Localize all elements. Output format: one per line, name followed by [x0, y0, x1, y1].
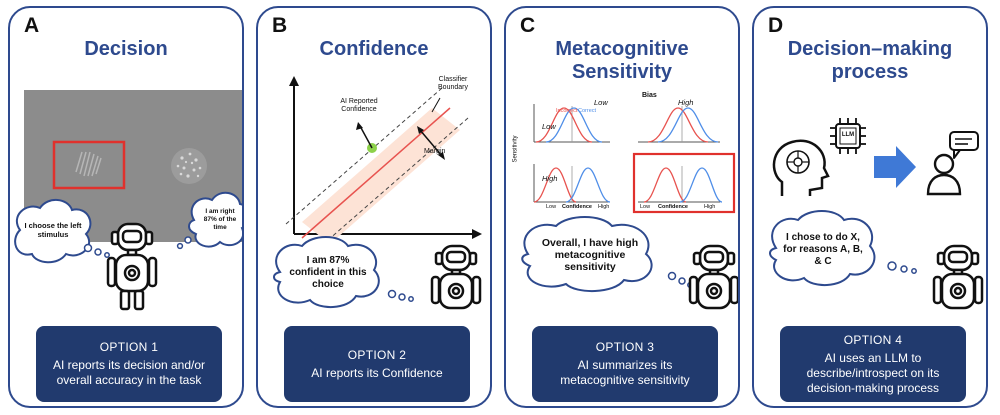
confidence-axis-label: Confidence	[562, 204, 592, 210]
panel-letter: D	[768, 14, 784, 37]
thought-dots-right	[176, 236, 192, 250]
panel-title: Decision	[84, 38, 168, 60]
bias-high-label: High	[678, 98, 694, 107]
llm-chip-label: LLM	[841, 132, 855, 138]
person-chat-icon	[926, 131, 979, 196]
option-description: AI reports its Confidence	[311, 365, 443, 380]
thought-text: Overall, I have high metacognitive sensi…	[541, 237, 639, 273]
head-brain-icon	[772, 139, 830, 196]
thought-bubble-left	[14, 199, 92, 264]
incorrect-legend: Incorrect	[556, 108, 578, 114]
panel-decision-making-process: D Decision–making process LLM	[752, 6, 988, 408]
thought-bubble	[769, 210, 876, 286]
sensitivity-bias-grid	[533, 104, 736, 214]
robot-icon	[932, 244, 984, 310]
option-4-box: OPTION 4 AI uses an LLM to describe/intr…	[780, 326, 966, 402]
panel-title: Decision–making process	[754, 38, 986, 84]
option-description: AI summarizes its metacognitive sensitiv…	[560, 358, 690, 387]
option-label: OPTION 2	[347, 347, 407, 362]
option-description: AI uses an LLM to describe/introspect on…	[806, 350, 940, 395]
thought-bubble-right	[188, 191, 242, 248]
option-3-box: OPTION 3 AI summarizes its metacognitive…	[532, 326, 718, 402]
arrow-right-icon	[874, 146, 916, 188]
classifier-plot	[285, 76, 482, 255]
sensitivity-axis-label: Sensitivity	[512, 135, 519, 163]
label-ai-confidence: AI Reported Confidence	[340, 98, 378, 113]
option-description: AI reports its decision and/or overall a…	[52, 358, 206, 387]
bias-label: Bias	[642, 92, 657, 99]
bias-low-label: Low	[594, 98, 608, 107]
thought-text: I am 87% confident in this choice	[289, 255, 367, 290]
option-label: OPTION 4	[843, 332, 903, 347]
panel-title-line1: Metacognitive	[555, 38, 689, 60]
thought-bubble	[521, 216, 653, 293]
panel-letter: A	[24, 14, 40, 37]
panel-letter: C	[520, 14, 536, 37]
panel-letter: B	[272, 14, 288, 37]
panel-metacognitive-sensitivity: C Metacognitive Sensitivity Bias	[504, 6, 740, 408]
panel-title-line1: Decision–making	[787, 38, 953, 60]
option-label: OPTION 3	[595, 340, 655, 354]
thought-text: I chose to do X, for reasons A, B, & C	[783, 232, 863, 267]
panel-decision: A Decision I choose the left stimulus I	[8, 6, 244, 408]
thought-dots-left	[83, 243, 110, 258]
robot-icon	[106, 222, 158, 311]
sensitivity-low-label: Low	[542, 122, 556, 131]
llm-chip-icon	[830, 118, 866, 154]
label-classifier-line2: Boundary	[438, 84, 468, 91]
thought-text-left: I choose the left stimulus	[24, 221, 82, 239]
panel-title-line2: process	[831, 61, 909, 83]
correct-legend: Correct	[578, 108, 597, 114]
panel-title: Metacognitive Sensitivity	[506, 38, 738, 84]
panel-confidence: B Confidence AI Reported Confidence Clas…	[256, 6, 492, 408]
thought-dots	[887, 261, 917, 274]
option-1-box: OPTION 1 AI reports its decision and/or …	[36, 326, 222, 402]
thought-dots	[387, 289, 414, 302]
panel-title-line2: Sensitivity	[571, 61, 673, 83]
confidence-high-label-right: High	[704, 204, 716, 210]
option-2-box: OPTION 2 AI reports its Confidence	[284, 326, 470, 402]
robot-icon	[688, 244, 738, 310]
label-classifier: Classifier Boundary	[428, 76, 478, 92]
confidence-high-label: High	[598, 204, 610, 210]
label-margin: Margin	[424, 148, 446, 155]
sensitivity-high-label: High	[542, 174, 558, 183]
label-classifier-line1: Classifier	[438, 76, 468, 83]
panel-title: Confidence	[319, 38, 429, 60]
option-label: OPTION 1	[99, 340, 159, 354]
robot-icon	[430, 244, 482, 310]
thought-text-right: I am right 87% of the time	[203, 208, 237, 231]
confidence-low-label: Low	[546, 204, 557, 210]
confidence-axis-label-right: Confidence	[658, 204, 688, 210]
confidence-low-label-right: Low	[640, 204, 651, 210]
thought-bubble	[273, 236, 380, 308]
